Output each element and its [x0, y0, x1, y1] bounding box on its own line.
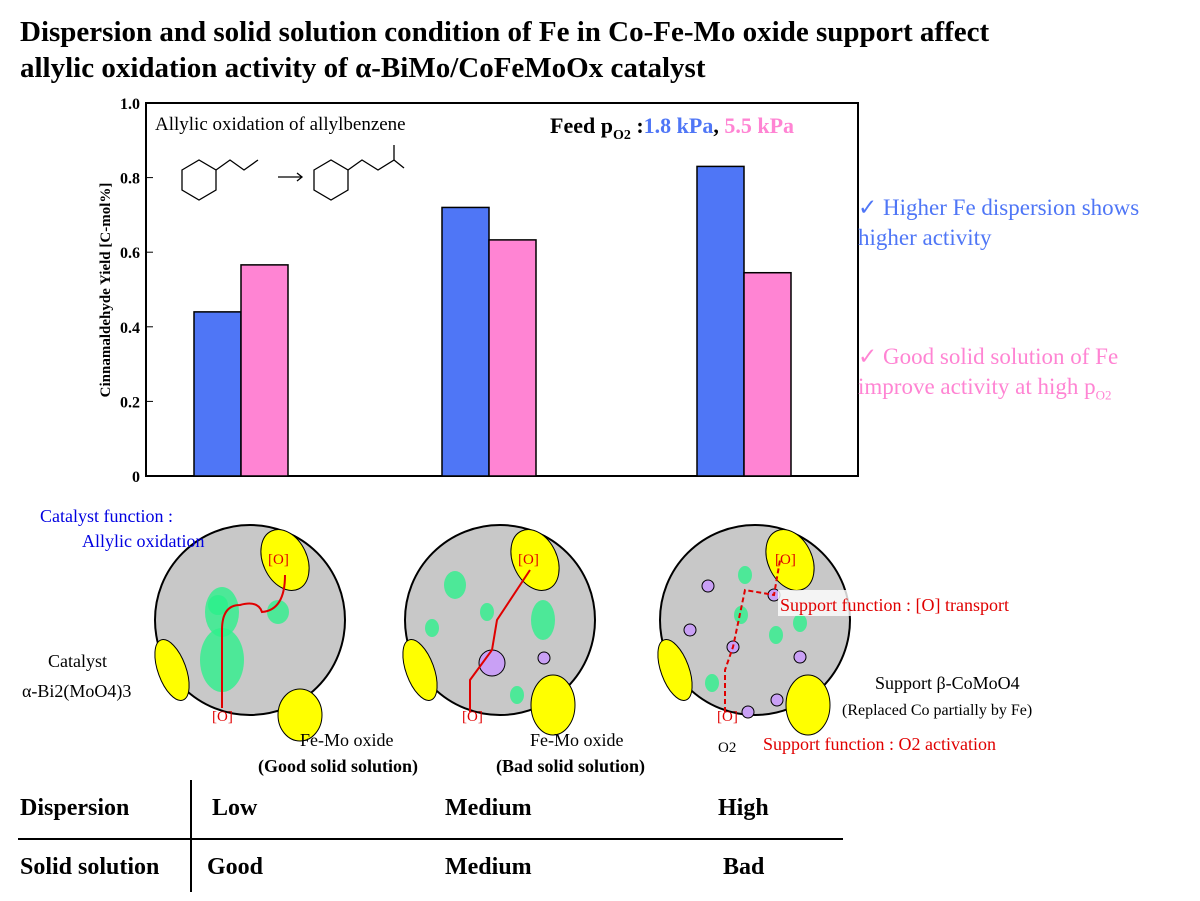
bar-5-5kpa-2	[488, 239, 537, 477]
table-divider-horizontal	[18, 838, 843, 840]
catalyst-function-label: Catalyst function :	[40, 506, 173, 526]
y-tick-label: 0.4	[120, 320, 140, 337]
cell: Medium	[445, 854, 532, 880]
cell: High	[718, 795, 769, 821]
bar-5-5kpa-3	[743, 271, 792, 477]
check-icon: ✓	[858, 195, 878, 220]
legend-separator: ,	[713, 113, 719, 138]
o2-label: O2	[718, 740, 736, 756]
catalyst-formula: α-Bi2(MoO4)3	[22, 681, 131, 702]
note-dispersion: ✓ Higher Fe dispersion shows higher acti…	[858, 193, 1193, 253]
support-label: Support β-CoMoO4	[875, 673, 1020, 693]
row-header-dispersion: Dispersion	[20, 795, 130, 821]
allylbenzene-structure	[181, 159, 217, 201]
diagram: [O] [O] [O] [O] [O] [O] Catalyst functio…	[22, 506, 1058, 777]
cell: Medium	[445, 795, 532, 821]
transport-label: Support function : [O] transport	[780, 595, 1009, 615]
y-tick-label: 0.8	[120, 171, 140, 188]
femo-bad-sub: (Bad solid solution)	[496, 756, 645, 777]
cell: Low	[212, 795, 258, 821]
cell: Bad	[723, 854, 765, 880]
reaction-scheme	[181, 145, 405, 201]
check-icon: ✓	[858, 344, 878, 369]
femo-bad-label: Fe-Mo oxide	[530, 730, 624, 750]
figure-title: Dispersion and solid solution condition …	[20, 14, 989, 86]
y-tick-label: 1.0	[120, 96, 140, 113]
note-solid-solution-text: Good solid solution of Fe improve activi…	[858, 344, 1119, 399]
legend-series-1: 1.8 kPa	[644, 113, 714, 138]
bar-1-8kpa-3	[696, 165, 745, 477]
note-solid-solution: ✓ Good solid solution of Fe improve acti…	[858, 342, 1193, 411]
note-dispersion-text: Higher Fe dispersion shows higher activi…	[858, 195, 1140, 250]
oxygen-label: [O]	[775, 552, 796, 568]
svg-text:Feed pO2 :1.8 kPa, 5.5 kPa: Feed pO2 :1.8 kPa, 5.5 kPa	[550, 113, 794, 143]
bar-1-8kpa-2	[441, 206, 490, 477]
bar-1-8kpa-1	[193, 311, 242, 477]
oxygen-label: [O]	[212, 709, 233, 725]
legend-series-2: 5.5 kPa	[724, 113, 794, 138]
oxygen-label: [O]	[462, 709, 483, 725]
title-line-1: Dispersion and solid solution condition …	[20, 16, 990, 48]
allylic-oxidation-label: Allylic oxidation	[82, 531, 204, 551]
particle-medium-dispersion	[402, 524, 596, 736]
catalyst-label: Catalyst	[48, 651, 107, 671]
legend-prefix: Feed p	[550, 113, 613, 138]
table-divider-vertical	[190, 780, 192, 892]
legend-subscript: O2	[613, 128, 631, 143]
oxygen-label: [O]	[268, 552, 289, 568]
y-tick-label: 0.6	[120, 245, 140, 262]
cell: Good	[207, 854, 264, 880]
note-subscript: O2	[1095, 387, 1112, 403]
particle-low-dispersion	[154, 524, 346, 742]
activation-label: Support function : O2 activation	[763, 734, 996, 754]
cinnamaldehyde-structure	[313, 159, 349, 201]
femo-good-label: Fe-Mo oxide	[300, 730, 394, 750]
y-axis-label: Cinnamaldehyde Yield [C-mol%]	[98, 183, 114, 398]
bar-5-5kpa-1	[240, 264, 289, 477]
row-header-solid-solution: Solid solution	[20, 854, 160, 880]
legend: Feed pO2 :1.8 kPa, 5.5 kPa	[550, 113, 794, 143]
y-tick-label: 0	[132, 469, 140, 486]
particle-high-dispersion	[657, 524, 851, 736]
oxygen-label: [O]	[717, 709, 738, 725]
y-tick-label: 0.2	[120, 394, 140, 411]
chart-annotation: Allylic oxidation of allylbenzene	[155, 114, 406, 135]
oxygen-label: [O]	[518, 552, 539, 568]
femo-good-sub: (Good solid solution)	[258, 756, 418, 777]
title-line-2: allylic oxidation activity of α-BiMo/CoF…	[20, 52, 706, 84]
support-sub-label: (Replaced Co partially by Fe)	[842, 702, 1032, 719]
